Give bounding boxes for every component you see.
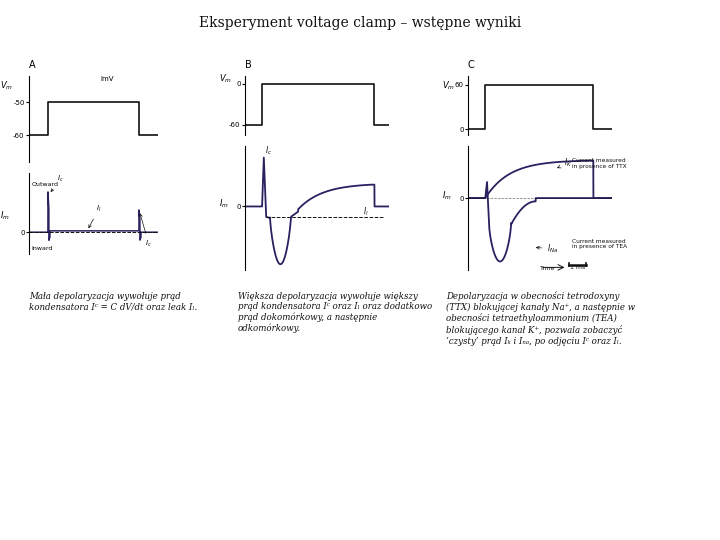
Text: Current measured
in prosence of TTX: Current measured in prosence of TTX (572, 158, 626, 168)
Text: $I_{Na}$: $I_{Na}$ (536, 242, 559, 255)
Text: $I_c$: $I_c$ (51, 174, 64, 192)
Text: Eksperyment voltage clamp – wstępne wyniki: Eksperyment voltage clamp – wstępne wyni… (199, 16, 521, 30)
Text: $I_K$: $I_K$ (557, 157, 572, 169)
Text: C: C (468, 59, 474, 70)
Text: $V_m$: $V_m$ (0, 80, 14, 92)
Text: Mała depolaryzacja wywołuje prąd
kondensatora Iᶜ = C dV/dt oraz leak Iₗ.: Mała depolaryzacja wywołuje prąd kondens… (29, 292, 197, 311)
Text: $I_m$: $I_m$ (0, 210, 10, 222)
Text: B: B (245, 59, 251, 70)
Text: Outward: Outward (32, 183, 58, 187)
Text: ImV: ImV (100, 76, 114, 82)
Text: $V_m$: $V_m$ (219, 73, 232, 85)
Text: $I_c$: $I_c$ (265, 144, 272, 157)
Text: Większa depolaryzacja wywołuje większy
prąd kondensatora Iᶜ oraz Iₗ oraz dodatko: Większa depolaryzacja wywołuje większy p… (238, 292, 432, 333)
Text: Time: Time (540, 266, 555, 271)
Text: Depolaryzacja w obecności tetrodoxyny
(TTX) blokującej kanały Na⁺, a następnie w: Depolaryzacja w obecności tetrodoxyny (T… (446, 292, 636, 346)
Text: $I_m$: $I_m$ (219, 198, 229, 210)
Text: $I_c$: $I_c$ (140, 214, 152, 249)
Text: A: A (29, 59, 35, 70)
Text: $I_l$: $I_l$ (363, 206, 369, 218)
Text: $I_m$: $I_m$ (442, 189, 452, 201)
Text: $I_l$: $I_l$ (89, 204, 102, 228)
Text: 1 ms: 1 ms (570, 265, 585, 269)
Text: $V_m$: $V_m$ (442, 79, 455, 92)
Text: Current measured
in presence of TEA: Current measured in presence of TEA (572, 239, 627, 249)
Text: Inward: Inward (32, 246, 53, 251)
